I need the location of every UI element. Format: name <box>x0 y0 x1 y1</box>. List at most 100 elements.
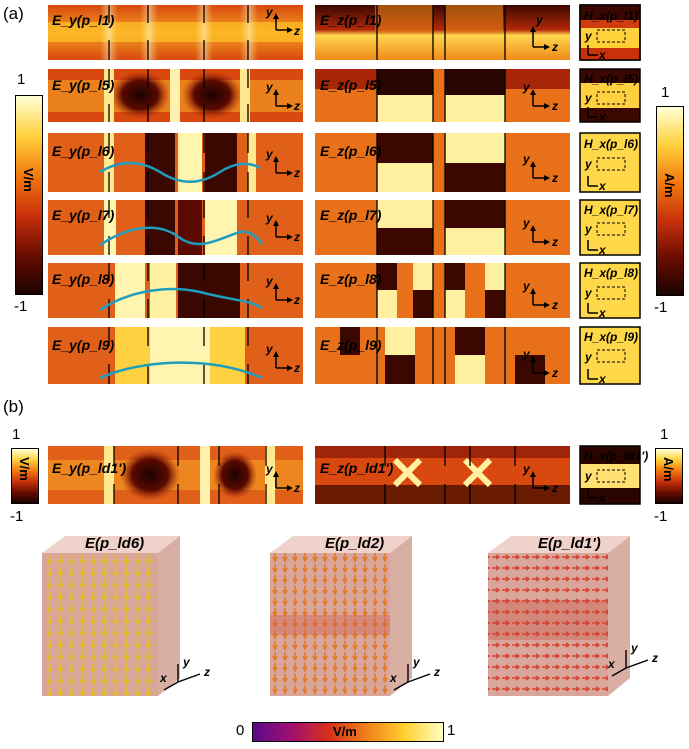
axis-z-r5-ey: z <box>293 293 300 307</box>
cube1-axis-y: y <box>182 655 191 669</box>
colorbar-bottom-max: 1 <box>447 722 456 739</box>
row2-ey-map <box>48 69 303 122</box>
axis-z-r4-ey: z <box>293 230 300 244</box>
axis-z-r2-ez: z <box>551 99 558 113</box>
axis-z-r4-ez: z <box>551 235 558 249</box>
label-ey-r1: E_y(p_l1) <box>52 12 115 28</box>
label-ey-r4: E_y(p_l7) <box>52 207 115 223</box>
colorbar-left-max: 1 <box>17 71 26 88</box>
row2-ez-map <box>315 69 570 122</box>
axis-y-b-ez: y <box>522 462 531 476</box>
rowb-ey-map <box>48 446 303 504</box>
row5-hx-map <box>579 262 641 319</box>
axis-glyphs-a <box>273 13 598 380</box>
colorbar-left-min: -1 <box>14 298 28 315</box>
axis-y-r2-hx: y <box>584 91 593 105</box>
axis-y-b-ey: y <box>265 462 274 476</box>
label-ez-r2: E_z(p_l5) <box>320 77 382 93</box>
row1-ey-map <box>48 5 303 60</box>
axis-x-r4-hx: x <box>598 243 607 257</box>
axis-y-r6-ez: y <box>522 347 531 361</box>
colorbar-b-right-min: -1 <box>654 508 668 525</box>
axis-z-r5-ez: z <box>551 298 558 312</box>
axis-x-r1-hx: x <box>598 48 607 62</box>
panel-b-fields: yz yz yx E_y(p_ld1') E_z(p_ld1') H_x(p_l… <box>48 445 648 505</box>
axis-x-r3-hx: x <box>598 179 607 193</box>
rowb-ez-map <box>315 446 570 504</box>
row6-ez-map <box>315 327 570 384</box>
panel-a-fields: yz yz yz yz yz yz yz yz yz yz yz yz yx y… <box>48 4 641 386</box>
cube-2 <box>270 536 412 696</box>
cube3-axis-y: y <box>630 641 639 655</box>
axis-y-r1-ez: y <box>535 13 544 27</box>
row4-hx-map <box>579 199 641 256</box>
cube-panels: y z x y z x y z x <box>42 536 658 696</box>
label-hx-b: H_x(p_ld1') <box>584 449 648 463</box>
axis-z-b-ey: z <box>293 481 300 495</box>
axis-y-r3-ez: y <box>522 152 531 166</box>
axis-y-r4-ez: y <box>522 216 531 230</box>
axis-y-r6-hx: y <box>584 350 593 364</box>
row4-ey-map <box>48 200 303 255</box>
cube2-title: E(p_ld2) <box>325 535 385 552</box>
axis-glyphs-b <box>273 471 598 499</box>
axis-y-r5-ey: y <box>265 274 274 288</box>
colorbar-right-min: -1 <box>654 299 668 316</box>
axis-y-r2-ez: y <box>522 80 531 94</box>
label-ez-r3: E_z(p_l6) <box>320 143 382 159</box>
label-hx-r1: H_x(p_l1) <box>584 9 638 23</box>
row2-hx-map <box>579 68 641 123</box>
colorbar-b-left-max: 1 <box>12 426 21 443</box>
cube3-axis-x: x <box>607 657 616 671</box>
colorbar-left: V/m <box>15 95 43 295</box>
colorbar-bottom-unit: V/m <box>333 724 357 739</box>
row4-ez-map <box>315 200 570 255</box>
label-ez-b: E_z(p_ld1') <box>320 460 394 476</box>
row3-hx-map <box>579 132 641 193</box>
axis-letters-a: yz yz yz yz yz yz yz yz yz yz yz yz yx y… <box>265 5 607 386</box>
label-hx-r6: H_x(p_l9) <box>584 330 638 344</box>
cube3-title: E(p_ld1') <box>538 535 601 552</box>
row6-ey-map <box>48 327 303 384</box>
colorbar-bottom: V/m <box>252 722 444 742</box>
cube3-axis-z: z <box>651 651 658 665</box>
axis-z-b-ez: z <box>551 481 558 495</box>
colorbar-right-max: 1 <box>661 84 670 101</box>
label-ez-r4: E_z(p_l7) <box>320 207 382 223</box>
cube2-axis-z: z <box>433 665 440 679</box>
axis-y-r4-ey: y <box>265 211 274 225</box>
label-hx-r5: H_x(p_l8) <box>584 266 638 280</box>
axis-y-r4-hx: y <box>584 222 593 236</box>
label-hx-r2: H_x(p_l5) <box>584 72 638 86</box>
axis-x-r2-hx: x <box>598 110 607 124</box>
cube1-axis-z: z <box>203 665 210 679</box>
axis-y-r2-ey: y <box>265 80 274 94</box>
colorbar-b-left-min: -1 <box>10 508 24 525</box>
row3-ey-map <box>48 133 303 192</box>
colorbar-b-right: A/m <box>655 448 683 504</box>
axis-z-r1-ez: z <box>551 40 558 54</box>
cube2-axis-y: y <box>412 655 421 669</box>
row5-ey-map <box>48 263 303 318</box>
field-labels-a: E_y(p_l1) E_z(p_l1) H_x(p_l1) E_y(p_l5) … <box>52 9 638 353</box>
colorbar-b-right-max: 1 <box>660 426 669 443</box>
cube-axes <box>163 650 649 691</box>
panel-label-b: (b) <box>3 397 24 416</box>
row6-hx-map <box>579 326 641 385</box>
axis-z-r3-ey: z <box>293 166 300 180</box>
label-ey-b: E_y(p_ld1') <box>52 460 126 476</box>
label-ey-r3: E_y(p_l6) <box>52 143 115 159</box>
axis-y-r1-hx: y <box>584 29 593 43</box>
colorbar-b-left: V/m <box>11 448 39 504</box>
axis-x-r5-hx: x <box>598 306 607 320</box>
axis-y-r5-ez: y <box>522 279 531 293</box>
axis-z-r1-ey: z <box>293 24 300 38</box>
colorbar-right: A/m <box>656 106 684 296</box>
axis-z-r3-ez: z <box>551 171 558 185</box>
cube1-title: E(p_ld6) <box>85 535 145 552</box>
axis-y-b-hx: y <box>584 469 593 483</box>
axis-y-r3-hx: y <box>584 157 593 171</box>
axis-x-b-hx: x <box>598 491 607 505</box>
axis-y-r3-ey: y <box>265 147 274 161</box>
label-ez-r5: E_z(p_l8) <box>320 271 382 287</box>
